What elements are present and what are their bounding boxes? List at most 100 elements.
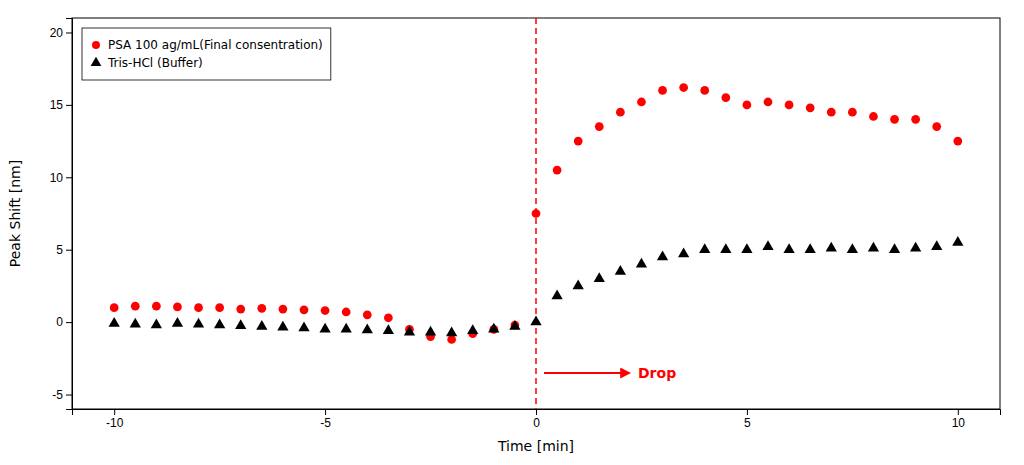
series: [109, 236, 964, 336]
y-axis-tick-label: 0: [56, 315, 63, 329]
point: [574, 137, 583, 146]
point: [637, 98, 646, 107]
point: [342, 308, 351, 317]
point: [573, 279, 584, 289]
x-axis-tick-label: 10: [952, 416, 966, 430]
plot-area: -10 -5 0 5 10 -5 0 5 10 15 20 Drop PSA 100 ag/mL(Fin…: [50, 18, 1001, 430]
point: [109, 317, 120, 327]
y-axis-tick-label: -5: [52, 388, 63, 402]
y-axis-title: Peak Shift [nm]: [7, 160, 23, 267]
point: [785, 101, 794, 110]
point: [341, 323, 352, 333]
legend-label: Tris-HCl (Buffer): [107, 56, 203, 70]
point: [151, 319, 162, 329]
chart: -10 -5 0 5 10 -5 0 5 10 15 20 Drop PSA 100 ag/mL(Fin…: [0, 0, 1024, 465]
point: [530, 316, 541, 326]
x-axis-tick: -5: [320, 409, 331, 430]
x-axis-tick-label: -10: [106, 416, 124, 430]
point: [235, 319, 246, 329]
point: [193, 318, 204, 328]
point: [215, 303, 224, 312]
y-axis-tick-mark: [66, 395, 72, 396]
x-axis-tick-mark: [536, 409, 537, 415]
point: [679, 83, 688, 92]
point: [657, 250, 668, 260]
x-axis-tick-mark: [114, 409, 115, 415]
legend-item: PSA 100 ag/mL(Final consentration): [92, 38, 323, 52]
point: [952, 236, 963, 246]
y-axis-tick: 0: [56, 315, 72, 329]
legend-symbol: [92, 41, 100, 49]
x-axis-tick-mark: [325, 409, 326, 415]
point: [488, 323, 499, 333]
point: [699, 243, 710, 253]
annotation-text: Drop: [638, 365, 676, 381]
point: [700, 86, 709, 95]
point: [847, 243, 858, 253]
point: [636, 258, 647, 268]
point: [152, 302, 161, 311]
x-axis-tick: 10: [952, 409, 966, 430]
point: [172, 317, 183, 327]
point: [720, 243, 731, 253]
y-axis-tick-mark: [66, 105, 72, 106]
drop-arrow: [544, 372, 629, 374]
point: [131, 302, 140, 311]
point: [257, 304, 266, 313]
y-axis-tick: 10: [50, 171, 72, 185]
point: [300, 305, 309, 314]
point: [911, 115, 920, 124]
x-axis: -10 -5 0 5 10: [73, 409, 1001, 430]
x-axis-tick-label: 0: [533, 416, 540, 430]
point: [467, 324, 478, 334]
x-axis-tick: 0: [533, 409, 540, 430]
point: [721, 93, 730, 102]
y-axis-tick-mark: [66, 250, 72, 251]
y-axis-tick: 20: [50, 26, 72, 40]
point: [194, 303, 203, 312]
point: [678, 248, 689, 258]
point: [658, 86, 667, 95]
point: [826, 242, 837, 252]
x-axis-tick-label: 5: [744, 416, 751, 430]
point: [869, 112, 878, 121]
point: [362, 324, 373, 334]
point: [446, 326, 457, 336]
point: [214, 319, 225, 329]
point: [509, 320, 520, 330]
point: [110, 303, 119, 312]
x-axis-tick-mark: [747, 409, 748, 415]
y-axis: -5 0 5 10 15 20: [50, 19, 73, 410]
point: [783, 243, 794, 253]
point: [279, 305, 288, 314]
x-axis-tick-label: -5: [320, 416, 331, 430]
point: [827, 108, 836, 117]
point: [931, 240, 942, 250]
point: [594, 272, 605, 282]
legend: PSA 100 ag/mL(Final consentration) Tris-H…: [82, 28, 331, 80]
point: [764, 98, 773, 107]
point: [298, 321, 309, 331]
point: [130, 318, 141, 328]
x-axis-tick-mark: [958, 409, 959, 415]
point: [741, 243, 752, 253]
point: [910, 242, 921, 252]
point: [256, 320, 267, 330]
y-axis-tick-label: 5: [56, 243, 63, 257]
point: [615, 265, 626, 275]
point: [889, 243, 900, 253]
x-axis-title: Time [min]: [497, 438, 574, 454]
point: [616, 108, 625, 117]
point: [447, 335, 456, 344]
point: [532, 209, 541, 218]
point: [806, 103, 815, 112]
point: [425, 326, 436, 336]
x-axis-line: [73, 410, 1001, 416]
point: [384, 313, 393, 322]
y-axis-tick: 5: [56, 243, 72, 257]
y-axis-tick: 15: [50, 98, 72, 112]
point: [321, 306, 330, 315]
point: [551, 290, 562, 300]
point: [595, 122, 604, 131]
point: [743, 101, 752, 110]
